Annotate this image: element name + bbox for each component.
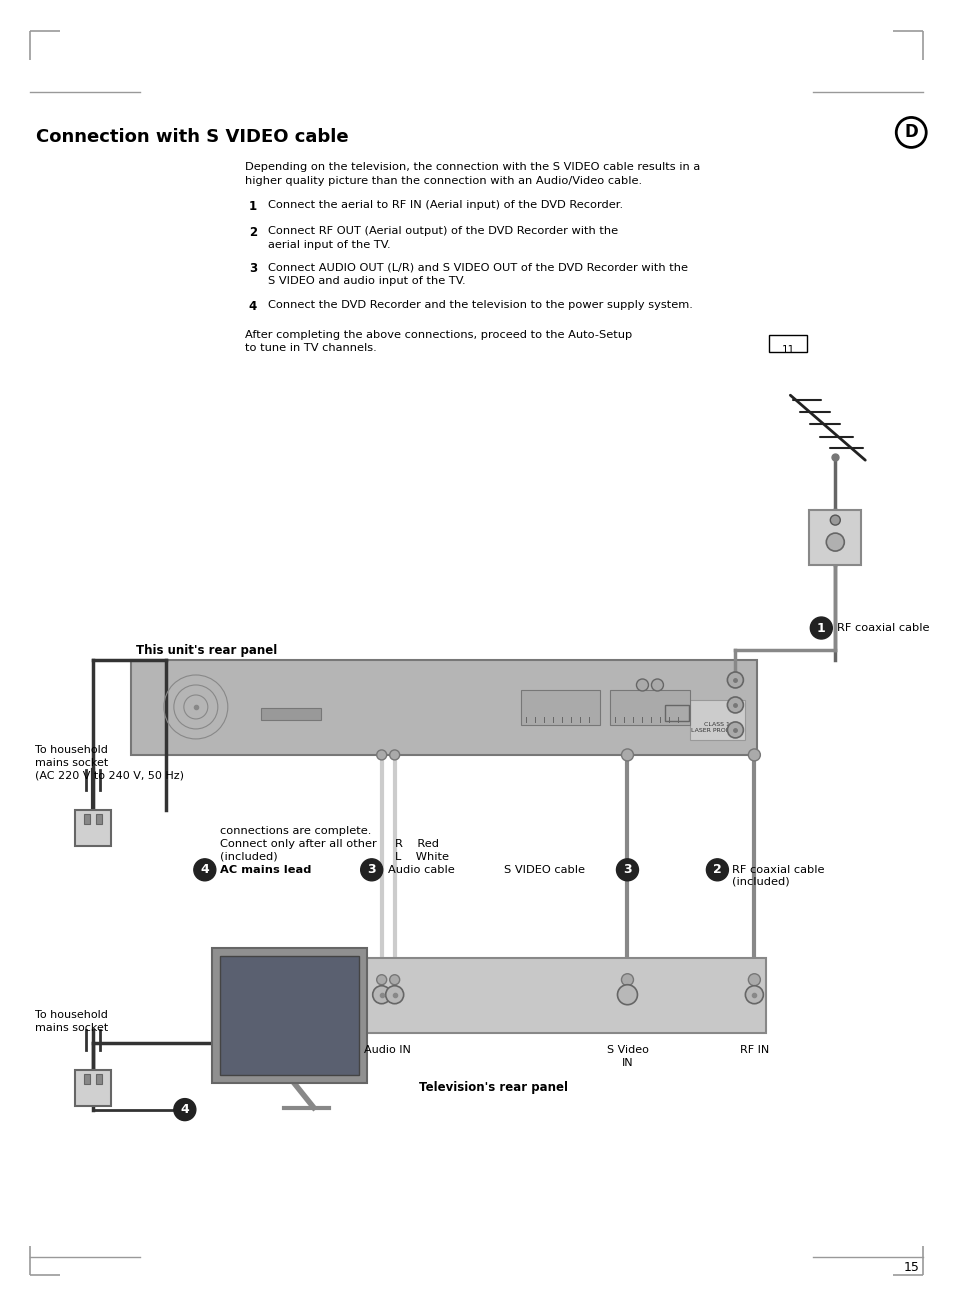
Text: connections are complete.: connections are complete. — [219, 825, 371, 836]
Bar — [690, 700, 744, 741]
Circle shape — [747, 748, 760, 761]
Text: mains socket: mains socket — [35, 757, 108, 768]
Circle shape — [651, 679, 662, 691]
Text: Depending on the television, the connection with the S VIDEO cable results in a
: Depending on the television, the connect… — [245, 162, 700, 185]
Circle shape — [389, 750, 399, 760]
Bar — [75, 1070, 111, 1106]
Circle shape — [193, 859, 215, 880]
Text: 11: 11 — [781, 345, 794, 355]
Circle shape — [616, 859, 638, 880]
Circle shape — [726, 697, 742, 713]
Bar — [222, 957, 765, 1033]
Text: 1: 1 — [816, 622, 825, 635]
Text: To household: To household — [35, 1010, 108, 1020]
Circle shape — [376, 750, 386, 760]
Text: RF coaxial cable: RF coaxial cable — [837, 623, 929, 633]
Circle shape — [726, 722, 742, 738]
Circle shape — [726, 673, 742, 688]
Text: (included): (included) — [219, 852, 277, 862]
Text: After completing the above connections, proceed to the Auto-Setup
to tune in TV : After completing the above connections, … — [245, 330, 632, 354]
Text: RF coaxial cable
(included): RF coaxial cable (included) — [732, 865, 824, 887]
Bar — [219, 956, 358, 1075]
Text: Connect only after all other: Connect only after all other — [219, 838, 376, 849]
Text: Connect the DVD Recorder and the television to the power supply system.: Connect the DVD Recorder and the televis… — [268, 300, 692, 311]
Text: Connect RF OUT (Aerial output) of the DVD Recorder with the
aerial input of the : Connect RF OUT (Aerial output) of the DV… — [268, 226, 618, 249]
Text: 3: 3 — [622, 863, 631, 876]
Circle shape — [376, 974, 386, 985]
Text: (AC 220 V to 240 V, 50 Hz): (AC 220 V to 240 V, 50 Hz) — [35, 771, 184, 781]
Circle shape — [829, 515, 840, 525]
Bar — [768, 336, 806, 353]
Text: IN: IN — [621, 1058, 633, 1068]
Text: Audio IN: Audio IN — [364, 1045, 411, 1055]
Circle shape — [620, 974, 633, 986]
Text: L    White: L White — [395, 852, 448, 862]
Text: 4: 4 — [249, 300, 256, 313]
Text: S VIDEO cable: S VIDEO cable — [503, 865, 584, 875]
Bar — [84, 1074, 90, 1084]
Text: D: D — [903, 124, 917, 141]
Circle shape — [825, 533, 843, 551]
Text: 4: 4 — [200, 863, 209, 876]
Text: RF IN: RF IN — [739, 1045, 768, 1055]
Text: 2: 2 — [249, 226, 256, 239]
Circle shape — [617, 985, 637, 1004]
Text: This unit's rear panel: This unit's rear panel — [135, 644, 276, 657]
Text: To household: To household — [35, 744, 108, 755]
Circle shape — [385, 986, 403, 1004]
Bar — [131, 660, 757, 755]
Circle shape — [636, 679, 648, 691]
Text: Connect AUDIO OUT (L/R) and S VIDEO OUT of the DVD Recorder with the
S VIDEO and: Connect AUDIO OUT (L/R) and S VIDEO OUT … — [268, 263, 687, 286]
Text: 4: 4 — [180, 1104, 189, 1117]
Text: Connection with S VIDEO cable: Connection with S VIDEO cable — [36, 128, 348, 146]
Bar — [84, 814, 90, 824]
Circle shape — [705, 859, 728, 880]
Bar — [610, 690, 690, 725]
Text: AC mains lead: AC mains lead — [219, 865, 311, 875]
Text: CLASS 1
LASER PRODUCT: CLASS 1 LASER PRODUCT — [691, 722, 742, 733]
Bar — [260, 708, 320, 720]
Circle shape — [373, 986, 391, 1004]
Text: 2: 2 — [712, 863, 721, 876]
Text: Connect the aerial to RF IN (Aerial input) of the DVD Recorder.: Connect the aerial to RF IN (Aerial inpu… — [268, 200, 622, 210]
Text: 1: 1 — [249, 200, 256, 213]
Text: mains socket: mains socket — [35, 1023, 108, 1033]
Text: R    Red: R Red — [395, 838, 438, 849]
Bar — [96, 814, 102, 824]
Text: Audio cable: Audio cable — [387, 865, 454, 875]
Bar — [96, 1074, 102, 1084]
Text: S Video: S Video — [606, 1045, 648, 1055]
Circle shape — [620, 748, 633, 761]
Bar — [212, 948, 366, 1083]
Text: Television's rear panel: Television's rear panel — [418, 1080, 567, 1093]
Circle shape — [389, 974, 399, 985]
Text: 3: 3 — [249, 263, 256, 276]
Circle shape — [744, 986, 762, 1004]
Bar — [75, 810, 111, 846]
Text: 15: 15 — [902, 1262, 919, 1275]
Circle shape — [809, 616, 831, 639]
Text: 3: 3 — [367, 863, 375, 876]
Circle shape — [360, 859, 382, 880]
Circle shape — [173, 1098, 195, 1121]
Bar — [665, 705, 689, 721]
Bar — [808, 511, 861, 565]
Circle shape — [747, 974, 760, 986]
Bar — [520, 690, 599, 725]
